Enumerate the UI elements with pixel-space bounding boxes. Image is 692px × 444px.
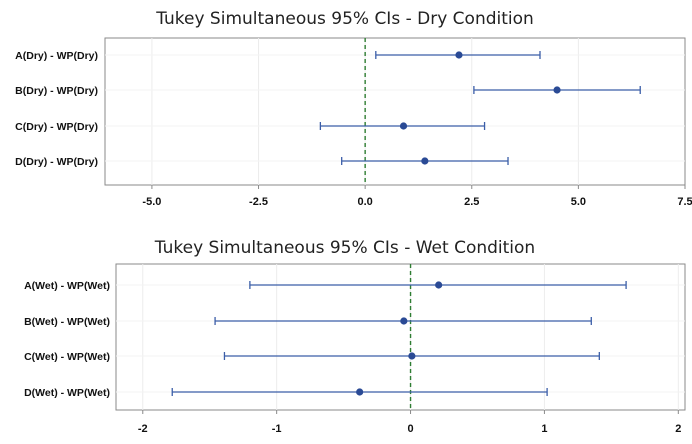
wet-category-label: D(Wet) - WP(Wet) [24,387,110,399]
wet-x-tick-label: -2 [138,423,148,435]
dry-x-axis: -5.0 -2.5 0.0 2.5 5.0 7.5 [142,196,692,208]
dry-estimate-point [455,51,463,59]
wet-intervals [171,264,627,410]
wet-x-tick-label: 2 [675,423,681,435]
dry-category-label: D(Dry) - WP(Dry) [15,156,98,168]
dry-estimate-point [553,86,561,94]
dry-category-label: B(Dry) - WP(Dry) [15,85,98,97]
dry-plot-frame [104,37,686,186]
dry-x-tick-label: -2.5 [249,196,268,208]
wet-plot-frame [115,263,686,411]
wet-estimate-point [400,317,408,325]
dry-intervals [319,38,641,185]
wet-estimate-point [408,352,416,360]
wet-estimate-point [356,388,364,396]
wet-condition-panel: Tukey Simultaneous 95% CIs - Wet Conditi… [24,238,686,435]
wet-category-label: A(Wet) - WP(Wet) [24,280,110,292]
wet-category-labels: A(Wet) - WP(Wet) B(Wet) - WP(Wet) C(Wet)… [24,280,110,399]
dry-category-label: C(Dry) - WP(Dry) [15,121,98,133]
dry-x-tick-label: -5.0 [142,196,161,208]
dry-condition-panel: Tukey Simultaneous 95% CIs - Dry Conditi… [15,9,692,208]
dry-category-labels: A(Dry) - WP(Dry) B(Dry) - WP(Dry) C(Dry)… [15,50,98,168]
wet-x-tick-label: 1 [541,423,547,435]
wet-x-tick-label: 0 [407,423,413,435]
dry-category-label: A(Dry) - WP(Dry) [15,50,98,62]
wet-category-label: B(Wet) - WP(Wet) [24,316,110,328]
wet-category-label: C(Wet) - WP(Wet) [24,351,110,363]
wet-estimate-point [435,281,443,289]
wet-x-tick-label: -1 [272,423,282,435]
dry-chart-title: Tukey Simultaneous 95% CIs - Dry Conditi… [155,9,534,29]
dry-estimate-point [421,157,429,165]
wet-x-axis: -2 -1 0 1 2 [138,423,681,435]
dry-x-tick-label: 7.5 [677,196,692,208]
dry-x-tick-label: 2.5 [464,196,479,208]
wet-chart-title: Tukey Simultaneous 95% CIs - Wet Conditi… [154,238,535,258]
dry-estimate-point [399,122,408,130]
dry-x-tick-label: 5.0 [571,196,586,208]
dry-x-tick-label: 0.0 [357,196,372,208]
